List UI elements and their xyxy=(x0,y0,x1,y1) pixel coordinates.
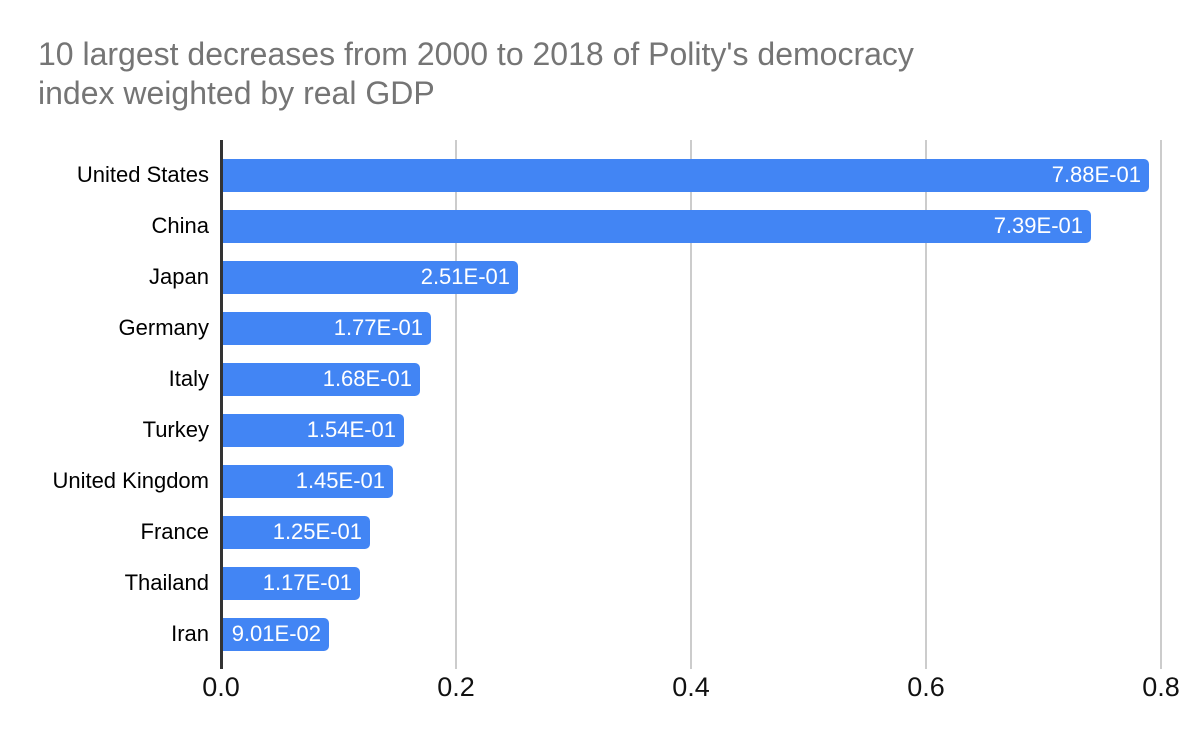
x-tick-label: 0.0 xyxy=(202,672,240,702)
bar: 9.01E-02 xyxy=(223,617,329,651)
bar: 1.25E-01 xyxy=(223,515,370,549)
bar-value-label: 9.01E-02 xyxy=(231,621,321,646)
category-label: Japan xyxy=(149,264,209,289)
x-tick-label: 0.4 xyxy=(672,672,710,702)
category-label: Turkey xyxy=(142,417,209,442)
gridline xyxy=(925,140,927,669)
chart-title-line-2: index weighted by real GDP xyxy=(38,75,435,111)
bar-value-label: 7.39E-01 xyxy=(993,213,1083,238)
gridline xyxy=(1160,140,1162,669)
bar: 1.77E-01 xyxy=(223,311,431,345)
bar: 7.88E-01 xyxy=(223,158,1149,192)
category-label: Thailand xyxy=(124,570,209,595)
bar-value-label: 1.45E-01 xyxy=(295,468,385,493)
x-tick-label: 0.6 xyxy=(907,672,945,702)
x-tick-label: 0.8 xyxy=(1142,672,1180,702)
x-tick-label: 0.2 xyxy=(437,672,475,702)
category-label: United Kingdom xyxy=(52,468,209,493)
chart-title: 10 largest decreases from 2000 to 2018 o… xyxy=(38,35,1178,113)
category-label: Iran xyxy=(171,621,209,646)
category-label: France xyxy=(140,519,209,544)
bar: 1.54E-01 xyxy=(223,413,404,447)
gridline xyxy=(455,140,457,669)
category-label: United States xyxy=(76,162,209,187)
plot-area: 7.88E-01 7.39E-01 2.51E-01 1.77E-01 1.68E-01… xyxy=(220,140,1170,669)
gridline xyxy=(690,140,692,669)
bar: 2.51E-01 xyxy=(223,260,518,294)
y-axis-line xyxy=(220,140,223,669)
bar-value-label: 1.54E-01 xyxy=(306,417,396,442)
bar: 7.39E-01 xyxy=(223,209,1091,243)
bar: 1.17E-01 xyxy=(223,566,360,600)
bar-value-label: 1.25E-01 xyxy=(272,519,362,544)
category-label: China xyxy=(151,213,209,238)
bar-value-label: 7.88E-01 xyxy=(1051,162,1141,187)
bar-value-label: 2.51E-01 xyxy=(420,264,510,289)
bar-value-label: 1.68E-01 xyxy=(322,366,412,391)
category-label: Germany xyxy=(118,315,209,340)
bar: 1.68E-01 xyxy=(223,362,420,396)
bar-value-label: 1.77E-01 xyxy=(333,315,423,340)
bar-value-label: 1.17E-01 xyxy=(262,570,352,595)
bar: 1.45E-01 xyxy=(223,464,393,498)
chart-title-line-1: 10 largest decreases from 2000 to 2018 o… xyxy=(38,36,914,72)
category-label: Italy xyxy=(168,366,209,391)
